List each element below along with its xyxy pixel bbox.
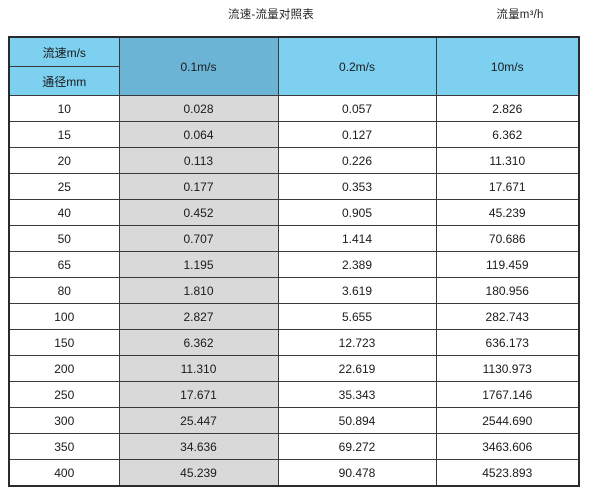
cell-flow-0.2: 3.619 xyxy=(277,277,437,304)
cell-flow-0.1: 34.636 xyxy=(118,433,279,460)
chart-title: 流速-流量对照表 xyxy=(228,9,314,21)
cell-flow-0.2: 0.905 xyxy=(277,199,437,226)
cell-dn: 15 xyxy=(8,121,120,148)
cell-flow-0.2: 0.127 xyxy=(277,121,437,148)
cell-flow-0.1: 6.362 xyxy=(118,329,279,356)
header-speed-1: 0.2m/s xyxy=(277,36,437,96)
table-row: 20 0.113 0.226 11.310 xyxy=(8,147,580,174)
cell-dn: 20 xyxy=(8,147,120,174)
caption-strip: 流速-流量对照表 流量m³/h xyxy=(0,0,600,36)
cell-dn: 150 xyxy=(8,329,120,356)
table-row: 300 25.447 50.894 2544.690 xyxy=(8,407,580,434)
cell-flow-10: 6.362 xyxy=(435,121,580,148)
cell-dn: 350 xyxy=(8,433,120,460)
cell-flow-10: 1767.146 xyxy=(435,381,580,408)
cell-flow-10: 4523.893 xyxy=(435,459,580,487)
cell-flow-0.1: 0.452 xyxy=(118,199,279,226)
cell-flow-0.2: 12.723 xyxy=(277,329,437,356)
cell-dn: 65 xyxy=(8,251,120,278)
cell-flow-0.2: 0.353 xyxy=(277,173,437,200)
header-speed-0: 0.1m/s xyxy=(118,36,279,96)
cell-flow-0.1: 1.810 xyxy=(118,277,279,304)
cell-flow-10: 2.826 xyxy=(435,95,580,122)
cell-flow-0.2: 0.226 xyxy=(277,147,437,174)
cell-flow-0.2: 35.343 xyxy=(277,381,437,408)
cell-flow-10: 1130.973 xyxy=(435,355,580,382)
cell-flow-0.1: 0.113 xyxy=(118,147,279,174)
cell-flow-10: 636.173 xyxy=(435,329,580,356)
table-row: 65 1.195 2.389 119.459 xyxy=(8,251,580,278)
cell-flow-10: 70.686 xyxy=(435,225,580,252)
cell-flow-10: 282.743 xyxy=(435,303,580,330)
header-row-top: 流速m/s 0.1m/s 0.2m/s 10m/s xyxy=(8,36,580,96)
cell-flow-0.1: 25.447 xyxy=(118,407,279,434)
cell-dn: 400 xyxy=(8,459,120,487)
cell-flow-0.2: 90.478 xyxy=(277,459,437,487)
cell-flow-0.2: 1.414 xyxy=(277,225,437,252)
cell-dn: 80 xyxy=(8,277,120,304)
flow-unit-label: 流量m³/h xyxy=(496,9,544,21)
cell-dn: 40 xyxy=(8,199,120,226)
table-row: 80 1.810 3.619 180.956 xyxy=(8,277,580,304)
cell-flow-10: 180.956 xyxy=(435,277,580,304)
cell-dn: 200 xyxy=(8,355,120,382)
cell-dn: 250 xyxy=(8,381,120,408)
cell-dn: 300 xyxy=(8,407,120,434)
cell-flow-10: 11.310 xyxy=(435,147,580,174)
cell-flow-0.1: 2.827 xyxy=(118,303,279,330)
cell-flow-10: 2544.690 xyxy=(435,407,580,434)
cell-dn: 50 xyxy=(8,225,120,252)
cell-dn: 100 xyxy=(8,303,120,330)
table-body: 流速m/s 0.1m/s 0.2m/s 10m/s 通径mm 10 0.028 … xyxy=(8,36,580,487)
table-row: 250 17.671 35.343 1767.146 xyxy=(8,381,580,408)
table-row: 50 0.707 1.414 70.686 xyxy=(8,225,580,252)
table-row: 40 0.452 0.905 45.239 xyxy=(8,199,580,226)
cell-flow-0.1: 0.707 xyxy=(118,225,279,252)
table-row: 25 0.177 0.353 17.671 xyxy=(8,173,580,200)
cell-flow-0.1: 45.239 xyxy=(118,459,279,487)
cell-flow-10: 119.459 xyxy=(435,251,580,278)
flow-velocity-table: 流速m/s 0.1m/s 0.2m/s 10m/s 通径mm 10 0.028 … xyxy=(8,36,580,487)
cell-flow-0.1: 0.177 xyxy=(118,173,279,200)
cell-flow-0.2: 69.272 xyxy=(277,433,437,460)
cell-flow-0.2: 0.057 xyxy=(277,95,437,122)
cell-flow-0.2: 5.655 xyxy=(277,303,437,330)
table-row: 100 2.827 5.655 282.743 xyxy=(8,303,580,330)
cell-flow-0.2: 22.619 xyxy=(277,355,437,382)
table-row: 150 6.362 12.723 636.173 xyxy=(8,329,580,356)
cell-flow-0.2: 2.389 xyxy=(277,251,437,278)
table-row: 10 0.028 0.057 2.826 xyxy=(8,95,580,122)
table-row: 350 34.636 69.272 3463.606 xyxy=(8,433,580,460)
table-row: 200 11.310 22.619 1130.973 xyxy=(8,355,580,382)
table-row: 15 0.064 0.127 6.362 xyxy=(8,121,580,148)
header-velocity-label: 流速m/s xyxy=(8,36,120,67)
cell-flow-0.1: 0.064 xyxy=(118,121,279,148)
cell-flow-0.1: 11.310 xyxy=(118,355,279,382)
cell-flow-10: 3463.606 xyxy=(435,433,580,460)
header-speed-2: 10m/s xyxy=(435,36,580,96)
table-row: 400 45.239 90.478 4523.893 xyxy=(8,459,580,487)
cell-flow-0.1: 0.028 xyxy=(118,95,279,122)
cell-dn: 25 xyxy=(8,173,120,200)
cell-flow-0.2: 50.894 xyxy=(277,407,437,434)
cell-flow-10: 45.239 xyxy=(435,199,580,226)
flow-velocity-table-container: 流速m/s 0.1m/s 0.2m/s 10m/s 通径mm 10 0.028 … xyxy=(8,36,580,487)
cell-flow-10: 17.671 xyxy=(435,173,580,200)
cell-dn: 10 xyxy=(8,95,120,122)
header-diameter-label: 通径mm xyxy=(8,66,120,96)
cell-flow-0.1: 17.671 xyxy=(118,381,279,408)
cell-flow-0.1: 1.195 xyxy=(118,251,279,278)
